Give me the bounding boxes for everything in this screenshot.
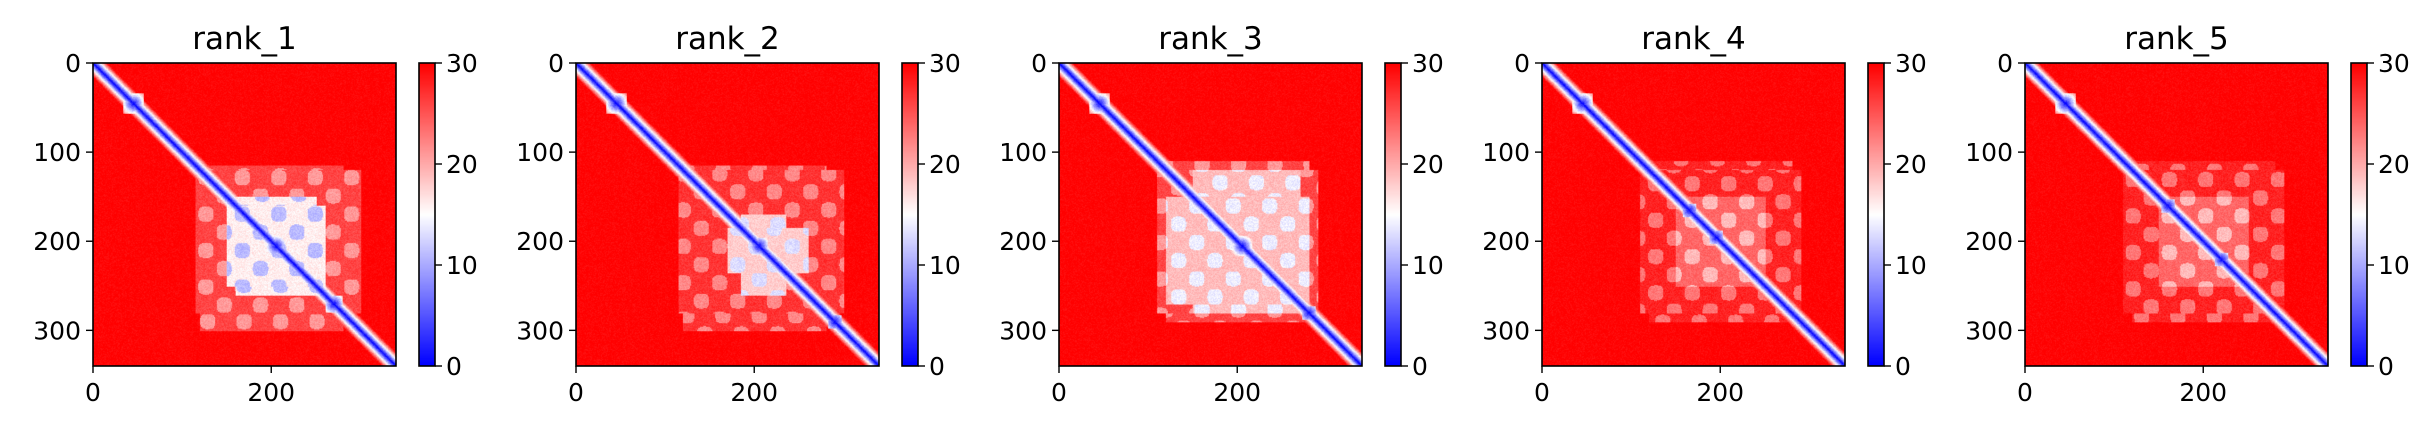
colorbar-frame [2350,62,2368,367]
colorbar-tick-label: 10 [1412,251,1444,280]
axes-frame [2024,62,2329,367]
heatmap-cells [576,63,879,366]
y-tick-label: 0 [1997,49,2013,78]
colorbar-tick-label: 0 [1895,352,1911,381]
heatmap-cells [2025,63,2328,366]
colorbar-tick-label: 20 [929,150,961,179]
y-tick-label: 0 [65,49,81,78]
heatmap-cells [1059,63,1362,366]
colorbar-tick-label: 30 [446,49,478,78]
x-tick-label: 0 [2017,378,2033,407]
colorbar-tick-label: 10 [446,251,478,280]
x-tick-label: 0 [85,378,101,407]
colorbar [1385,63,1401,366]
colorbar-tick-label: 20 [446,150,478,179]
colorbar-tick-label: 30 [1412,49,1444,78]
y-tick-label: 300 [1965,316,2013,345]
colorbar-tick-label: 10 [1895,251,1927,280]
panel-title: rank_2 [675,21,780,57]
axes-frame [1058,62,1363,367]
colorbar [1868,63,1884,366]
colorbar [902,63,918,366]
axes-frame [92,62,397,367]
y-tick-label: 100 [1482,138,1530,167]
colorbar-tick-label: 20 [2378,150,2410,179]
x-tick-label: 200 [247,378,295,407]
panel-title: rank_1 [192,21,297,57]
y-tick-label: 300 [33,316,81,345]
panel-title: rank_4 [1641,21,1746,57]
heatmap-cells [93,63,396,366]
y-tick-label: 100 [33,138,81,167]
y-tick-label: 200 [33,227,81,256]
heatmap-panel: rank_2 0 100 200 300 0 200 0 10 20 30 [516,21,961,407]
colorbar-frame [418,62,436,367]
heatmap-panel: rank_4 0 100 200 300 0 200 0 10 20 30 [1482,21,1927,407]
y-tick-label: 200 [999,227,1047,256]
y-tick-label: 0 [1031,49,1047,78]
y-tick-label: 100 [1965,138,2013,167]
y-tick-label: 300 [999,316,1047,345]
y-tick-label: 100 [999,138,1047,167]
y-tick-label: 300 [1482,316,1530,345]
colorbar-tick-label: 0 [929,352,945,381]
colorbar-tick-label: 30 [2378,49,2410,78]
heatmap-cells [1542,63,1845,366]
colorbar-frame [1384,62,1402,367]
y-tick-label: 0 [548,49,564,78]
x-tick-label: 200 [1213,378,1261,407]
x-tick-label: 200 [2179,378,2227,407]
colorbar-tick-label: 10 [929,251,961,280]
x-tick-label: 0 [568,378,584,407]
axes-frame [575,62,880,367]
colorbar [2351,63,2367,366]
y-tick-label: 200 [1482,227,1530,256]
heatmap-panel: rank_3 0 100 200 300 0 200 0 10 20 30 [999,21,1444,407]
y-tick-label: 200 [1965,227,2013,256]
colorbar-frame [1867,62,1885,367]
colorbar [419,63,435,366]
heatmap-panel: rank_5 0 100 200 300 0 200 0 10 20 30 [1965,21,2410,407]
axes-frame [1541,62,1846,367]
colorbar-tick-label: 20 [1895,150,1927,179]
colorbar-tick-label: 0 [446,352,462,381]
y-tick-label: 100 [516,138,564,167]
colorbar-tick-label: 0 [2378,352,2394,381]
colorbar-tick-label: 30 [929,49,961,78]
panel-title: rank_5 [2124,21,2229,57]
colorbar-tick-label: 10 [2378,251,2410,280]
x-tick-label: 0 [1051,378,1067,407]
colorbar-frame [901,62,919,367]
x-tick-label: 0 [1534,378,1550,407]
x-tick-label: 200 [730,378,778,407]
panel-title: rank_3 [1158,21,1263,57]
colorbar-tick-label: 20 [1412,150,1444,179]
colorbar-tick-label: 0 [1412,352,1428,381]
heatmap-panel: rank_1 0 100 200 300 0 200 0 10 20 30 [33,21,478,407]
y-tick-label: 200 [516,227,564,256]
y-tick-label: 300 [516,316,564,345]
colorbar-tick-label: 30 [1895,49,1927,78]
x-tick-label: 200 [1696,378,1744,407]
y-tick-label: 0 [1514,49,1530,78]
